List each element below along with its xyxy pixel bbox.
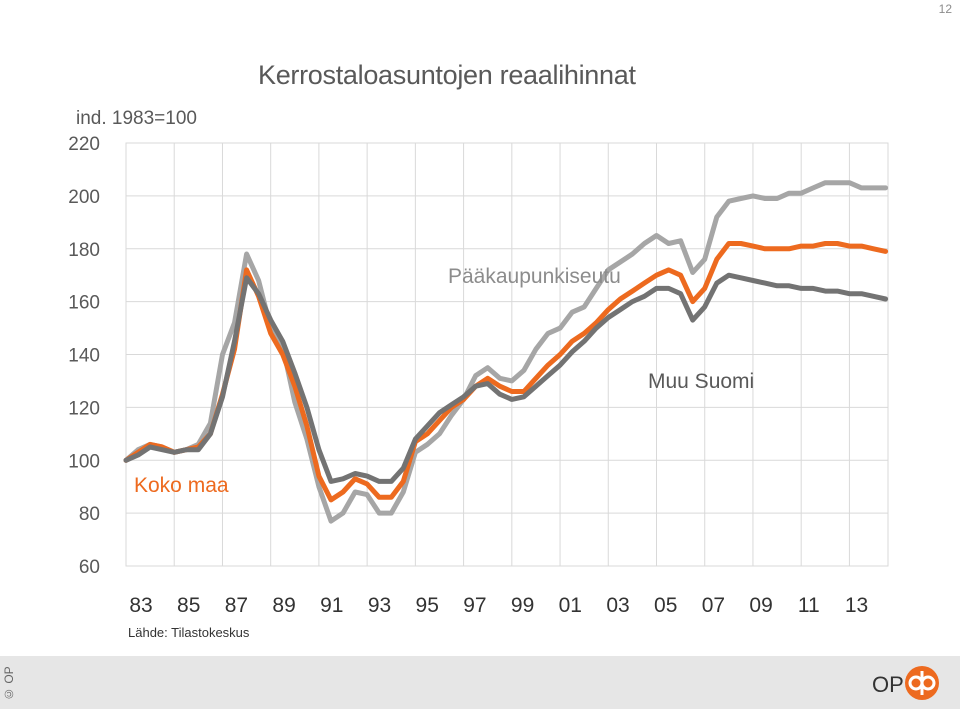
page-number: 12 bbox=[938, 2, 952, 16]
y-tick-140: 140 bbox=[68, 346, 100, 367]
grid-lines bbox=[125, 142, 889, 567]
footer-bar bbox=[0, 656, 960, 709]
x-tick-95: 95 bbox=[416, 594, 439, 617]
x-tick-97: 97 bbox=[463, 594, 486, 617]
x-tick-13: 13 bbox=[845, 594, 868, 617]
plot-area-border bbox=[125, 142, 889, 567]
x-tick-11: 11 bbox=[798, 594, 820, 617]
series-label-koko-maa: Koko maa bbox=[134, 474, 229, 497]
x-tick-99: 99 bbox=[511, 594, 534, 617]
x-tick-01: 01 bbox=[559, 594, 582, 617]
y-tick-180: 180 bbox=[68, 240, 100, 261]
x-tick-07: 07 bbox=[702, 594, 725, 617]
chart-title: Kerrostaloasuntojen reaalihinnat bbox=[258, 60, 636, 90]
y-tick-80: 80 bbox=[79, 504, 100, 525]
series-line-p-kaupunkiseutu bbox=[123, 180, 889, 524]
source-note: Lähde: Tilastokeskus bbox=[128, 625, 250, 640]
series-label-p-kaupunkiseutu: Pääkaupunkiseutu bbox=[448, 265, 621, 288]
x-tick-93: 93 bbox=[368, 594, 391, 617]
series-lines bbox=[123, 180, 889, 524]
copyright-text: © OP bbox=[2, 666, 16, 702]
x-tick-03: 03 bbox=[606, 594, 629, 617]
y-tick-160: 160 bbox=[68, 293, 100, 314]
x-tick-05: 05 bbox=[654, 594, 677, 617]
y-tick-220: 220 bbox=[68, 134, 100, 155]
op-logo-icon bbox=[905, 666, 939, 700]
x-tick-91: 91 bbox=[320, 594, 343, 617]
y-tick-60: 60 bbox=[79, 557, 100, 578]
series-label-muu-suomi: Muu Suomi bbox=[648, 370, 754, 393]
series-labels: Pääkaupunkiseutu Muu Suomi Koko maa bbox=[134, 265, 754, 497]
y-tick-200: 200 bbox=[68, 187, 100, 208]
x-tick-87: 87 bbox=[225, 594, 248, 617]
line-chart: 60 80 100 120 140 160 180 200 220 83 85 87 89 91 93 95… bbox=[68, 134, 889, 617]
x-tick-85: 85 bbox=[177, 594, 200, 617]
y-tick-120: 120 bbox=[68, 398, 100, 419]
y-tick-labels: 60 80 100 120 140 160 180 200 220 bbox=[68, 134, 100, 578]
x-tick-89: 89 bbox=[272, 594, 295, 617]
x-tick-09: 09 bbox=[749, 594, 772, 617]
x-tick-83: 83 bbox=[129, 594, 152, 617]
op-logo-text: OP bbox=[872, 672, 904, 697]
y-axis-index-label: ind. 1983=100 bbox=[76, 108, 197, 129]
y-tick-100: 100 bbox=[68, 451, 100, 472]
series-line-muu-suomi bbox=[123, 272, 889, 484]
x-tick-labels: 83 85 87 89 91 93 95 97 99 01 03 05 07 09 11 13 bbox=[129, 594, 868, 617]
